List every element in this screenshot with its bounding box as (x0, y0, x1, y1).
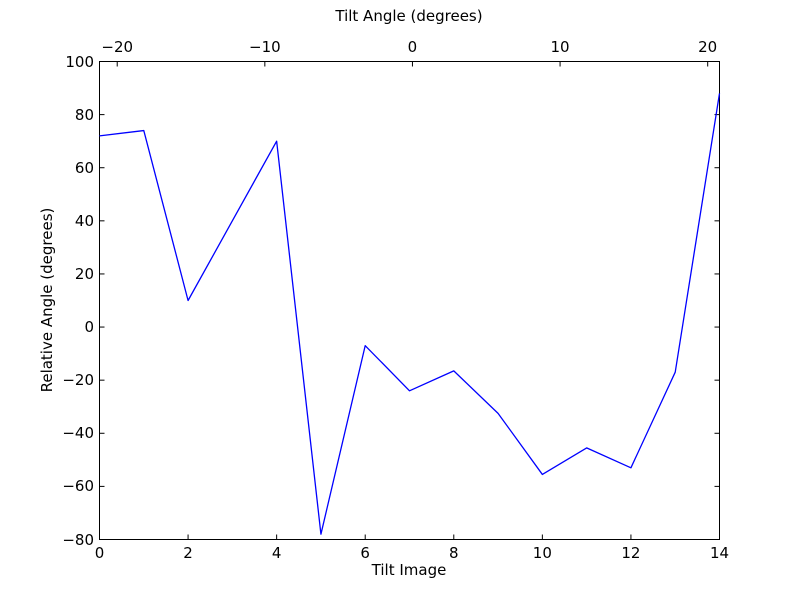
y-tick-label: −20 (62, 371, 94, 390)
y-tick-label: −60 (62, 477, 94, 496)
y-tick-label: 60 (74, 158, 94, 177)
top-tick-label: −20 (101, 38, 134, 56)
top-axis-label: Tilt Angle (degrees) (335, 7, 483, 25)
top-tick-label: 0 (407, 38, 418, 56)
y-tick-label: 40 (74, 211, 94, 230)
axes-frame (99, 61, 720, 540)
data-line (99, 93, 721, 535)
x-tick-label: 10 (532, 544, 552, 562)
top-tick-label: 20 (698, 38, 718, 56)
x-tick-label: 0 (94, 544, 105, 562)
y-axis-label: Relative Angle (degrees) (38, 207, 56, 393)
top-tick-label: −10 (249, 38, 281, 56)
x-tick-label: 8 (449, 544, 459, 562)
y-tick-label: −40 (62, 424, 94, 443)
y-tick-label: 20 (74, 264, 94, 283)
x-tick-label: 4 (271, 544, 282, 562)
y-tick-label: 80 (74, 105, 94, 124)
x-tick-label: 12 (621, 544, 641, 562)
top-tick-label: 10 (550, 38, 570, 56)
y-tick-label: 0 (84, 318, 94, 337)
x-tick-label: 14 (709, 544, 730, 562)
x-tick-label: 2 (183, 544, 193, 562)
x-tick-label: 6 (360, 544, 370, 562)
y-tick-label: 100 (65, 52, 94, 71)
x-axis-label: Tilt Image (371, 561, 447, 579)
y-tick-label: −80 (62, 530, 94, 549)
